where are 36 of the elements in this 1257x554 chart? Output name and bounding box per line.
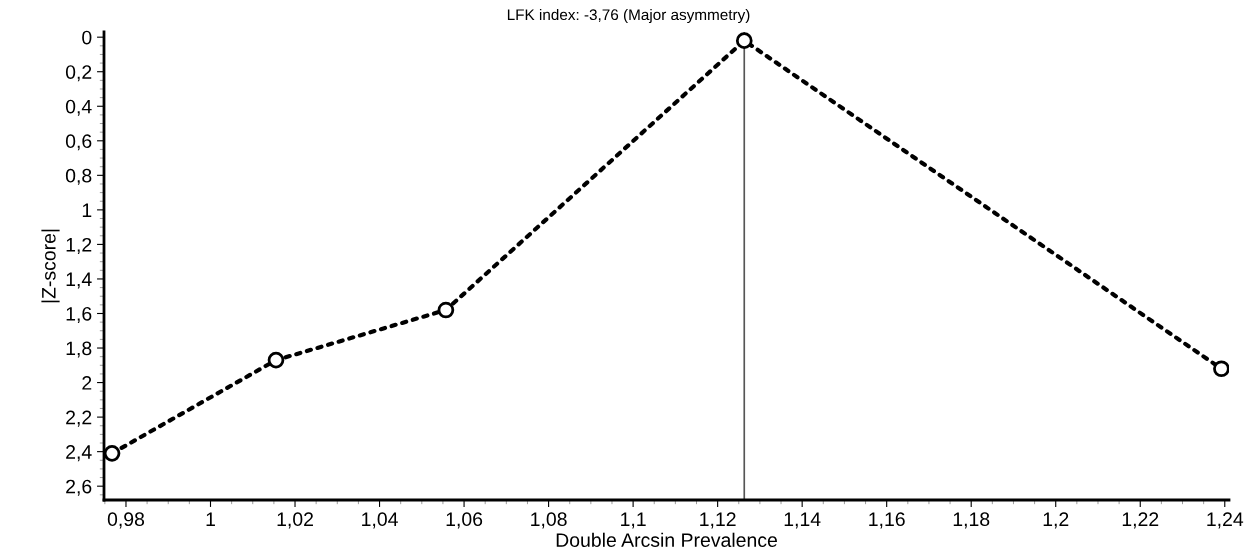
- point: [735, 32, 753, 49]
- x-tick-label: 0,98: [107, 512, 145, 529]
- x-tick-label: 1,24: [1207, 512, 1244, 529]
- y-tick-label: 2,4: [66, 445, 92, 462]
- x-tick-label: 1: [206, 512, 215, 526]
- x-tick-label: 1,02: [277, 512, 313, 529]
- x-tick-label: 1,22: [1122, 512, 1159, 529]
- y-tick-label: 1,6: [66, 306, 92, 324]
- y-tick-label: 1,8: [66, 341, 92, 358]
- y-tick-label: 0: [82, 30, 92, 45]
- y-tick-label: 1,4: [66, 272, 92, 289]
- y-tick-label: 2: [82, 376, 92, 390]
- point: [437, 301, 455, 319]
- point: [104, 445, 121, 462]
- x-tick-label: 1,14: [784, 512, 821, 529]
- x-tick-label: 1,1: [621, 512, 646, 529]
- x-tick-label: 1,12: [700, 512, 736, 529]
- y-tick-label: 1,2: [66, 237, 92, 254]
- y-tick-label: 0,2: [65, 65, 92, 82]
- x-tick-label: 1,08: [531, 512, 567, 529]
- x-tick-label: 1,16: [869, 512, 905, 529]
- y-tick-label: 1: [82, 203, 92, 217]
- y-tick-label: 0,4: [65, 99, 92, 116]
- chart-title: LFK index: -3,76 (Major asymmetry): [507, 8, 750, 24]
- x-axis-title: Double Arcsin Prevalence: [556, 532, 777, 547]
- point: [267, 351, 285, 369]
- x-tick-label: 1,06: [446, 512, 483, 529]
- x-tick-label: 1,04: [362, 512, 398, 529]
- y-tick-label: 0,8: [65, 168, 92, 185]
- y-axis-title: |Z-score|: [41, 229, 60, 303]
- y-tick-label: 2,6: [66, 479, 92, 496]
- point: [1213, 360, 1229, 378]
- y-tick-label: 0,6: [65, 134, 92, 151]
- x-tick-label: 1,18: [953, 512, 990, 529]
- y-tick-label: 2,2: [66, 410, 92, 427]
- x-tick-label: 1,2: [1043, 512, 1069, 529]
